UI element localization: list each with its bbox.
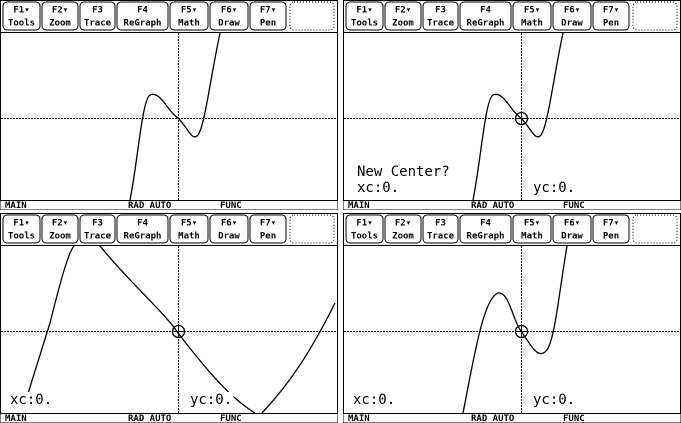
status-text: MAIN [5, 414, 27, 423]
toolbar-label: Pen [603, 232, 619, 242]
toolbar-key: F4 [480, 219, 491, 229]
screen-text: New Center? [357, 164, 450, 180]
calculator-screen: F1▾ Tools F2▾ Zoom F3 Trace F4 ReGraph F5▾ Math F6… [343, 0, 681, 210]
toolbar-label: Draw [561, 19, 583, 29]
toolbar-icon [290, 215, 334, 243]
toolbar-key: F3 [435, 6, 446, 16]
toolbar-key: F6▾ [221, 6, 237, 16]
screen-text: yc:0. [533, 392, 575, 408]
screen-text: yc:0. [190, 392, 232, 408]
toolbar-label: ReGraph [124, 232, 162, 242]
status-text: MAIN [5, 201, 27, 210]
toolbar-key: F1▾ [356, 6, 372, 16]
toolbar-label: Zoom [49, 232, 71, 242]
toolbar-key: F2▾ [52, 219, 68, 229]
toolbar-key: F4 [480, 6, 491, 16]
screen-text: xc:0. [353, 392, 395, 408]
toolbar-key: F7▾ [260, 6, 276, 16]
status-text: FUNC [220, 414, 242, 423]
toolbar-key: F1▾ [13, 6, 29, 16]
toolbar-icon [633, 2, 677, 30]
status-text: FUNC [220, 201, 242, 210]
toolbar-label: Tools [8, 19, 35, 29]
screen-text: xc:0. [357, 180, 399, 196]
toolbar-label: Math [521, 232, 543, 242]
function-curve [130, 33, 220, 200]
toolbar-icon [633, 215, 677, 243]
toolbar-key: F6▾ [221, 219, 237, 229]
status-text: RAD AUTO [128, 414, 172, 423]
toolbar-key: F1▾ [356, 219, 372, 229]
function-curve [100, 246, 255, 413]
toolbar-key: F7▾ [603, 219, 619, 229]
toolbar-label: ReGraph [124, 19, 162, 29]
function-curve [262, 303, 335, 413]
function-curve [473, 33, 563, 200]
screens: F1▾ Tools F2▾ Zoom F3 Trace F4 ReGraph F5▾ Math F6… [0, 0, 681, 423]
function-curve [25, 246, 74, 403]
toolbar-label: Draw [218, 19, 240, 29]
toolbar-label: Trace [84, 232, 112, 242]
toolbar-key: F5▾ [524, 219, 540, 229]
toolbar-key: F2▾ [395, 219, 411, 229]
screen-text: yc:0. [533, 180, 575, 196]
status-text: RAD AUTO [471, 414, 515, 423]
toolbar-key: F5▾ [181, 219, 197, 229]
toolbar-key: F1▾ [13, 219, 29, 229]
toolbar-key: F3 [92, 6, 103, 16]
toolbar-label: Pen [260, 19, 276, 29]
status-text: FUNC [563, 201, 585, 210]
toolbar-label: Trace [84, 19, 112, 29]
status-text: MAIN [348, 414, 370, 423]
screen-text: xc:0. [10, 392, 52, 408]
toolbar-label: Math [178, 19, 200, 29]
toolbar-label: Tools [351, 19, 378, 29]
toolbar-key: F3 [435, 219, 446, 229]
toolbar-label: Draw [561, 232, 583, 242]
toolbar-label: Draw [218, 232, 240, 242]
toolbar-label: Math [178, 232, 200, 242]
toolbar-label: Zoom [49, 19, 71, 29]
toolbar-key: F5▾ [181, 6, 197, 16]
toolbar-label: Zoom [392, 19, 414, 29]
toolbar-label: Tools [8, 232, 35, 242]
calculator-screen: F1▾ Tools F2▾ Zoom F3 Trace F4 ReGraph F5▾ Math F6… [0, 213, 338, 423]
screen-border [1, 1, 338, 210]
calculator-screen: F1▾ Tools F2▾ Zoom F3 Trace F4 ReGraph F5▾ Math F6… [0, 0, 338, 210]
toolbar-label: Math [521, 19, 543, 29]
function-curve [463, 246, 567, 413]
toolbar-key: F2▾ [395, 6, 411, 16]
toolbar-key: F4 [137, 219, 148, 229]
toolbar-label: ReGraph [467, 232, 505, 242]
toolbar-label: Pen [603, 19, 619, 29]
status-text: MAIN [348, 201, 370, 210]
toolbar-icon [290, 2, 334, 30]
toolbar-key: F4 [137, 6, 148, 16]
status-text: RAD AUTO [471, 201, 515, 210]
toolbar-label: Zoom [392, 232, 414, 242]
toolbar-label: Trace [427, 19, 455, 29]
toolbar-key: F6▾ [564, 219, 580, 229]
toolbar-key: F7▾ [260, 219, 276, 229]
toolbar-label: Pen [260, 232, 276, 242]
toolbar-key: F2▾ [52, 6, 68, 16]
calculator-screen: F1▾ Tools F2▾ Zoom F3 Trace F4 ReGraph F5▾ Math F6… [343, 213, 681, 423]
toolbar-key: F6▾ [564, 6, 580, 16]
toolbar-key: F3 [92, 219, 103, 229]
toolbar-key: F5▾ [524, 6, 540, 16]
toolbar-label: Tools [351, 232, 378, 242]
toolbar-key: F7▾ [603, 6, 619, 16]
toolbar-label: ReGraph [467, 19, 505, 29]
toolbar-label: Trace [427, 232, 455, 242]
status-text: FUNC [563, 414, 585, 423]
status-text: RAD AUTO [128, 201, 172, 210]
